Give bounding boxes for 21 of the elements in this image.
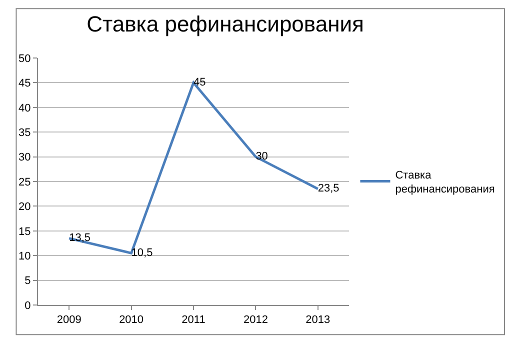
y-tick-label: 10 [18,250,31,262]
y-tick-label: 0 [24,300,31,312]
x-tick-label: 2009 [56,314,82,326]
x-tick-label: 2013 [306,314,330,326]
y-tick-label: 35 [18,126,31,139]
data-label: 10,5 [131,246,153,259]
y-tick-label: 40 [18,102,31,114]
x-tick-label: 2011 [182,314,206,326]
x-tick-label: 2012 [243,314,268,326]
y-tick-label: 5 [24,275,31,288]
data-label: 23,5 [318,182,340,195]
y-tick-label: 45 [18,78,31,90]
y-tick-label: 30 [18,152,31,164]
y-tick-label: 20 [18,201,31,214]
chart-title: Ставка рефинансирования [86,11,364,36]
y-tick-label: 50 [18,52,31,65]
x-tick-label: 2010 [119,314,144,326]
y-tick-label: 25 [18,176,31,188]
legend-label: Ставка рефинансирования [395,169,495,196]
data-label: 45 [194,76,206,88]
y-tick-label: 15 [18,226,31,238]
